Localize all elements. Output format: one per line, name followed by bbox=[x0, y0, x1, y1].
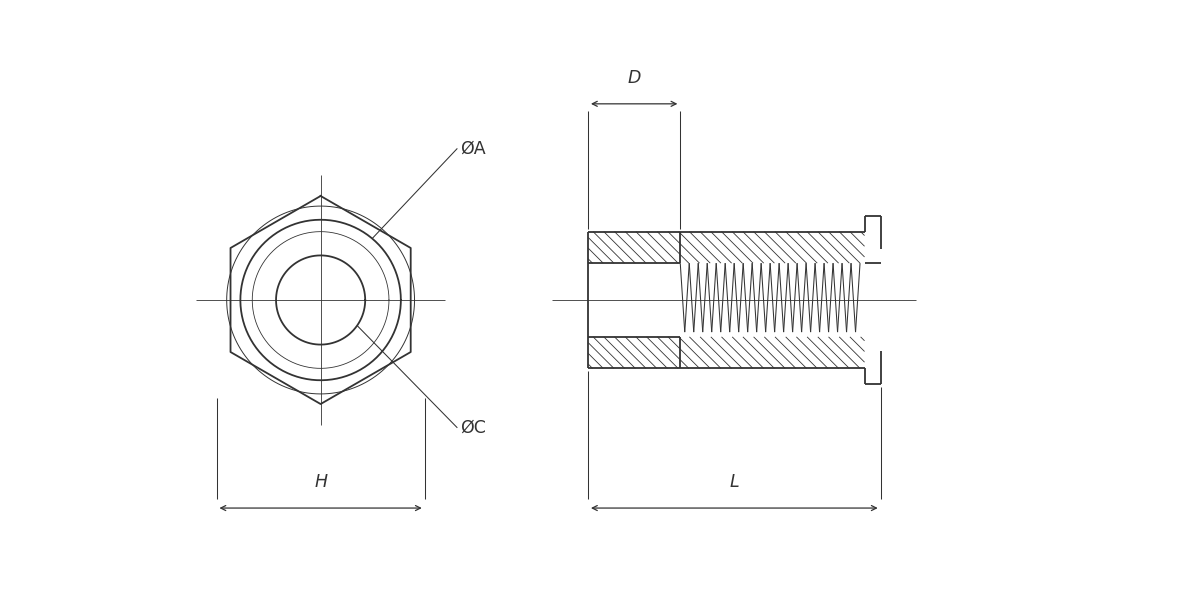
Text: H: H bbox=[314, 473, 328, 491]
Text: L: L bbox=[730, 473, 739, 491]
Text: ØA: ØA bbox=[461, 139, 486, 157]
Text: D: D bbox=[628, 69, 641, 87]
Text: ØC: ØC bbox=[461, 419, 486, 437]
